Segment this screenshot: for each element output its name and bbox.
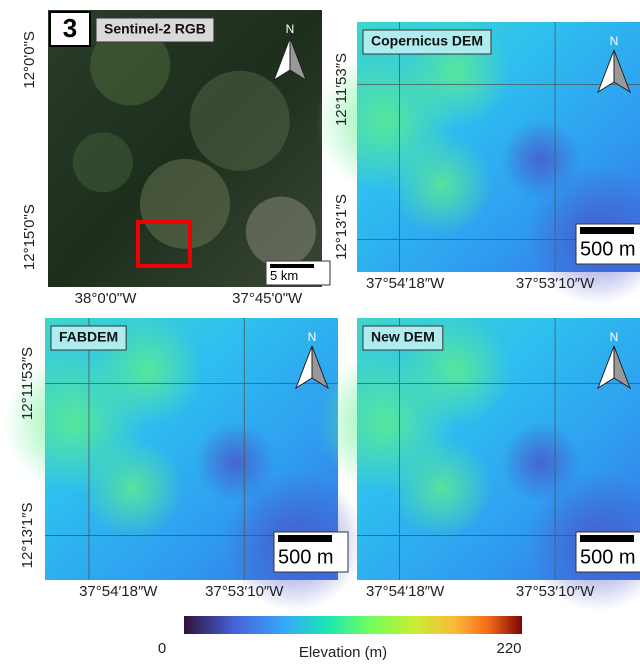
panel-label-box (49, 11, 91, 47)
scale-bar-label: 500 m (278, 546, 334, 568)
land-patch (90, 25, 171, 106)
x-axis-label: 37°54′18″W (79, 583, 158, 600)
terrain (500, 422, 581, 503)
panel-title-box (362, 29, 492, 55)
panel-title: New DEM (371, 329, 435, 345)
terrain (391, 134, 492, 235)
y-axis-label: 12°13′1″S (333, 194, 350, 260)
scale-bar-label: 500 m (580, 546, 636, 568)
terrain (500, 119, 581, 200)
map-panel: New DEM N 500 m 37°54′18″W 37°53′10″W (315, 315, 640, 611)
scale-bar (580, 535, 634, 542)
x-axis-label: 37°45'0"W (232, 290, 303, 307)
north-arrow (311, 345, 329, 390)
north-arrow (613, 49, 631, 94)
map-panel: FABDEM N 500 m 37°54′18″W 37°53′10″W 12°11′53… (4, 315, 365, 611)
y-axis-label: 12°15'0"S (21, 204, 38, 270)
north-label: N (610, 34, 619, 48)
north-label: N (308, 330, 317, 344)
scale-bar (580, 227, 634, 234)
x-axis-label: 37°53′10″W (205, 583, 284, 600)
x-axis-label: 37°53′10″W (516, 583, 595, 600)
north-arrow (289, 37, 307, 82)
y-axis-label: 12°11′53″S (19, 347, 36, 420)
x-axis-label: 38°0'0"W (75, 290, 138, 307)
y-axis-label: 12°11′53″S (333, 53, 350, 126)
panel-label: 3 (63, 13, 77, 43)
terrain (82, 438, 183, 539)
land-patch (189, 70, 290, 171)
panel-title-box (95, 17, 215, 43)
scale-bar (278, 535, 332, 542)
x-axis-label: 37°53′10″W (516, 275, 595, 292)
scale-bar-label: 500 m (580, 238, 636, 260)
study-area (136, 220, 192, 268)
panel-title-box (362, 325, 444, 351)
terrain (195, 422, 276, 503)
y-axis-label: 12°0'0"S (21, 31, 38, 89)
panel-title-box (50, 325, 127, 351)
map-panel: Copernicus DEM N 500 m 37°54′18″W 37°53′10″W… (315, 17, 640, 305)
scale-bar (270, 264, 314, 268)
map-panel: 3 Sentinel-2 RGB N 5 km 38°0'0"W 37°45'0"W 12°… (21, 10, 331, 307)
y-axis-label: 12°13′1″S (19, 503, 36, 569)
colorbar-min: 0 (158, 640, 166, 657)
north-label: N (286, 22, 295, 36)
panel-title: FABDEM (59, 329, 118, 345)
colorbar-label: Elevation (m) (299, 644, 387, 661)
x-axis-label: 37°54′18″W (366, 275, 445, 292)
panel-title: Sentinel-2 RGB (104, 21, 206, 37)
colorbar-max: 220 (496, 640, 521, 657)
x-axis-label: 37°54′18″W (366, 583, 445, 600)
colorbar (184, 616, 522, 634)
scale-bar-label: 5 km (270, 268, 298, 283)
panel-title: Copernicus DEM (371, 33, 483, 49)
terrain (391, 438, 492, 539)
land-patch (72, 132, 133, 193)
land-patch (140, 158, 230, 249)
land-patch (245, 196, 316, 267)
north-arrow (613, 345, 631, 390)
north-label: N (610, 330, 619, 344)
